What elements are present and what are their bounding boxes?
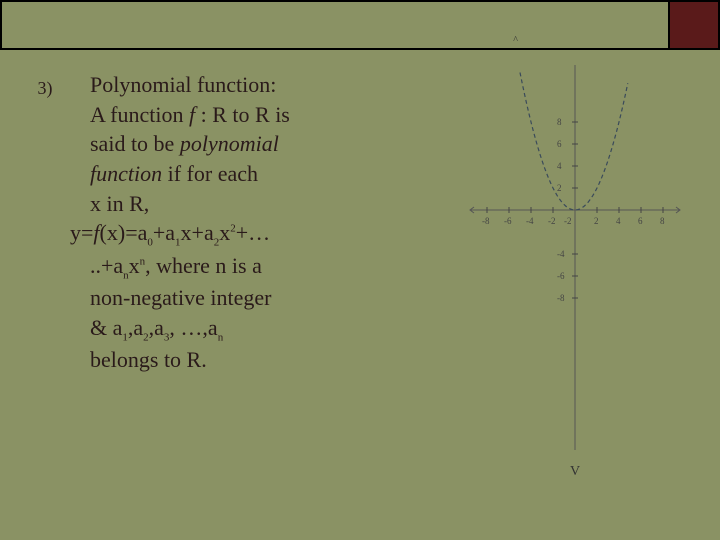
svg-text:4: 4 <box>616 216 621 226</box>
svg-text:-6: -6 <box>557 271 565 281</box>
svg-text:8: 8 <box>557 117 562 127</box>
line-5: x in R, <box>90 189 430 219</box>
svg-text:2: 2 <box>557 183 562 193</box>
body-text: Polynomial function: A function f : R to… <box>90 70 430 375</box>
line-8: non-negative integer <box>90 283 430 313</box>
svg-text:8: 8 <box>660 216 665 226</box>
line-2: A function f : R to R is <box>90 100 430 130</box>
svg-text:-2: -2 <box>564 216 572 226</box>
svg-text:-8: -8 <box>557 293 565 303</box>
line-10: belongs to R. <box>90 345 430 375</box>
graph-panel: 8 6 4 2 -4 -6 -8 -8 -6 -4 -2 2 4 6 8 -2 V <box>460 60 690 500</box>
svg-text:2: 2 <box>594 216 599 226</box>
svg-text:6: 6 <box>557 139 562 149</box>
line-9: & a1,a2,a3, …,an <box>90 313 430 345</box>
line-6: y=f(x)=a0+a1x+a2x2+… <box>70 218 430 250</box>
svg-text:V: V <box>570 464 580 479</box>
line-4: function if for each <box>90 159 430 189</box>
svg-text:4: 4 <box>557 161 562 171</box>
svg-text:-4: -4 <box>526 216 534 226</box>
line-3: said to be polynomial <box>90 129 430 159</box>
parabola-graph: 8 6 4 2 -4 -6 -8 -8 -6 -4 -2 2 4 6 8 -2 V <box>460 60 690 500</box>
svg-text:-6: -6 <box>504 216 512 226</box>
line-7: ..+anxn, where n is a <box>90 251 430 283</box>
title-caret: ^ <box>513 35 518 46</box>
line-1: Polynomial function: <box>90 70 430 100</box>
svg-text:6: 6 <box>638 216 643 226</box>
svg-text:-2: -2 <box>548 216 556 226</box>
svg-text:-8: -8 <box>482 216 490 226</box>
title-bar: ^ <box>0 0 720 50</box>
svg-text:-4: -4 <box>557 249 565 259</box>
title-bar-accent <box>668 2 718 48</box>
